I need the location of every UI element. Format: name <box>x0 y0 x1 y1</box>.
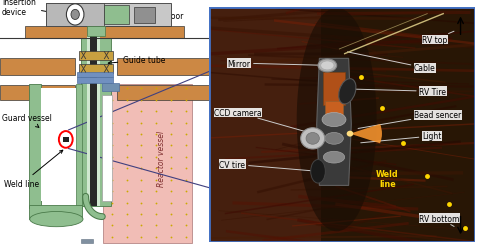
Text: Weld line: Weld line <box>4 151 63 188</box>
Bar <box>79 65 113 74</box>
Bar <box>87 37 100 207</box>
Bar <box>0 59 75 76</box>
Bar <box>0 86 75 101</box>
Bar <box>321 8 475 242</box>
Text: Guide tube: Guide tube <box>108 56 166 65</box>
Ellipse shape <box>311 160 325 183</box>
Bar <box>79 51 113 60</box>
Text: Light: Light <box>361 132 441 143</box>
Bar <box>117 59 209 76</box>
Ellipse shape <box>322 113 346 127</box>
Wedge shape <box>350 124 382 144</box>
Bar <box>102 96 112 202</box>
Bar <box>133 8 155 24</box>
Text: Guard vessel: Guard vessel <box>2 114 52 128</box>
Ellipse shape <box>324 152 345 163</box>
Text: Bead sencer: Bead sencer <box>358 111 461 129</box>
Ellipse shape <box>297 9 377 231</box>
Ellipse shape <box>318 60 336 73</box>
Ellipse shape <box>347 131 353 137</box>
Ellipse shape <box>30 212 83 227</box>
Ellipse shape <box>321 62 334 71</box>
Circle shape <box>306 133 319 145</box>
Text: Mirror: Mirror <box>228 59 326 68</box>
Bar <box>117 86 209 101</box>
Bar <box>77 78 113 84</box>
Text: RV top: RV top <box>422 32 454 45</box>
Bar <box>103 84 192 243</box>
Ellipse shape <box>324 133 343 145</box>
Circle shape <box>66 5 84 26</box>
Text: RV bottom: RV bottom <box>419 214 460 227</box>
Bar <box>324 101 343 115</box>
Bar <box>29 205 83 219</box>
Bar <box>41 88 76 202</box>
Bar <box>87 26 106 37</box>
Text: RV Tire: RV Tire <box>350 87 446 97</box>
Ellipse shape <box>339 79 356 105</box>
Bar <box>46 4 171 27</box>
Text: Operating floor: Operating floor <box>125 12 184 21</box>
Text: Reactor vessel: Reactor vessel <box>157 131 167 187</box>
Circle shape <box>300 128 324 149</box>
Bar <box>105 6 130 25</box>
Text: Weld
line: Weld line <box>376 169 398 188</box>
Bar <box>77 73 113 78</box>
Bar <box>82 239 93 243</box>
Text: Insertion
device: Insertion device <box>2 0 65 17</box>
Text: Cable: Cable <box>348 53 436 73</box>
Bar <box>209 8 321 242</box>
Circle shape <box>71 10 79 20</box>
Bar <box>62 137 69 143</box>
Bar <box>29 84 41 208</box>
Bar <box>46 4 105 27</box>
Bar <box>25 27 184 39</box>
Bar <box>76 84 83 208</box>
Polygon shape <box>317 59 351 186</box>
Text: CV tire: CV tire <box>219 160 315 171</box>
Text: CCD camera: CCD camera <box>214 109 310 133</box>
Bar <box>324 73 345 106</box>
Bar <box>90 37 97 207</box>
Bar <box>82 37 111 207</box>
Bar <box>102 84 119 91</box>
